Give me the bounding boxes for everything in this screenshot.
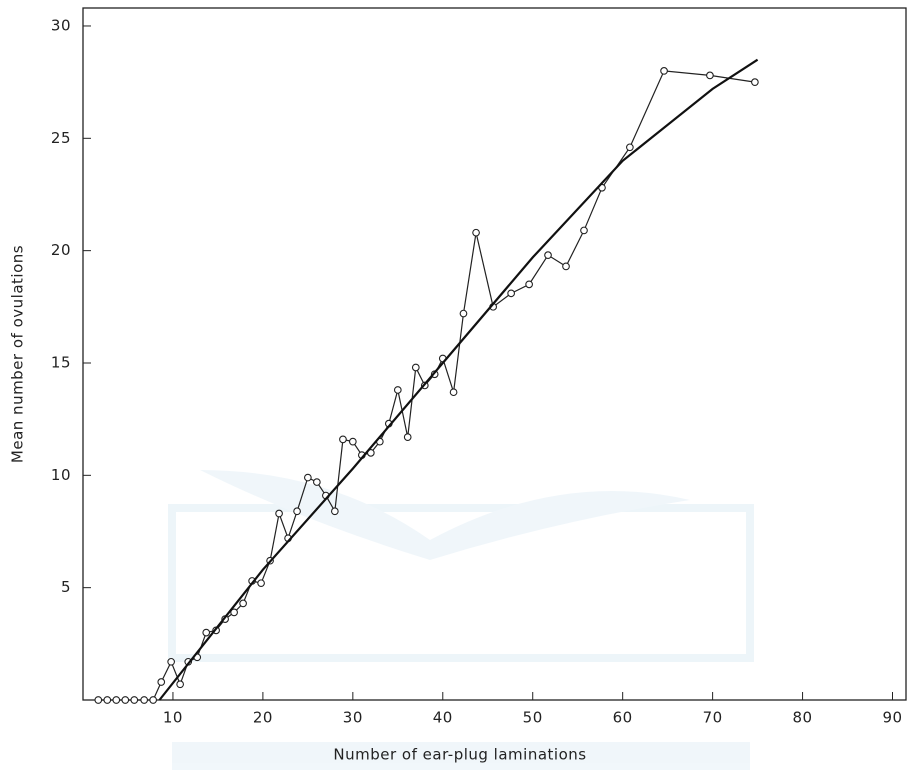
data-point [348,437,357,446]
data-point [751,78,759,86]
data-point [275,509,283,518]
data-point [202,628,211,637]
data-point [293,507,301,516]
data-point [176,680,184,689]
data-point [393,386,402,394]
data-point [562,262,570,271]
x-tick-label: 20 [253,709,273,727]
watermark-frame [168,504,754,662]
y-tick-label: 10 [51,466,71,484]
x-tick-label: 60 [613,709,633,727]
watermark [168,470,754,770]
data-point [230,608,238,617]
data-point [257,579,265,588]
data-point [121,696,130,704]
data-point [157,678,166,686]
data-point [239,599,247,608]
data-point [304,473,312,482]
x-tick-label: 90 [882,709,902,727]
x-tick-label: 30 [343,709,363,727]
data-point [403,433,412,441]
y-tick-label: 30 [51,16,71,34]
x-tick-label: 10 [163,709,183,727]
data-point [140,696,149,704]
x-tick-label: 50 [523,709,543,727]
data-point [507,289,515,298]
data-point [449,388,458,397]
data-point [706,71,714,80]
fit-curve [158,58,759,701]
data-point [330,507,339,516]
x-axis-label: Number of ear-plug laminations [333,746,586,764]
data-point [94,696,103,704]
data-point [544,251,552,259]
y-axis-label: Mean number of ovulations [9,245,27,463]
plot-frame [82,7,907,701]
data-point [626,143,634,152]
data-point [339,435,347,444]
data-point [459,309,468,318]
data-point [472,228,480,237]
watermark-tail [200,470,690,560]
watermark-bar [172,742,750,770]
data-point [130,696,139,704]
y-tick-label: 15 [51,353,71,371]
x-tick-label: 40 [433,709,453,727]
data-point [112,696,121,704]
x-tick-label: 70 [703,709,723,727]
data-point [660,67,668,75]
data-point [149,696,158,704]
data-point [167,657,175,666]
data-point [525,280,533,289]
data-point [313,478,321,486]
data-point [103,696,112,704]
y-tick-label: 20 [51,241,71,259]
x-tick-label: 80 [793,709,813,727]
data-point [580,226,588,235]
y-tick-label: 25 [51,129,71,147]
data-point [411,363,420,372]
y-tick-label: 5 [61,578,71,596]
